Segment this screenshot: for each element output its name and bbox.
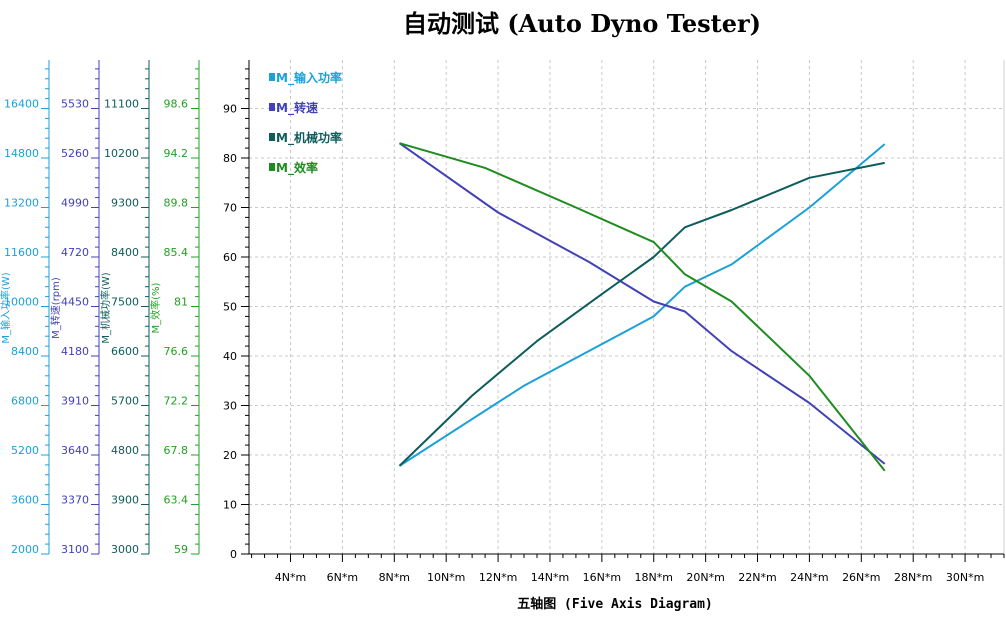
- secondary-y-tick-label: 3900: [111, 494, 139, 507]
- secondary-y-tick-label: 3640: [61, 444, 89, 457]
- x-tick-label: 10N*m: [427, 571, 465, 584]
- series-line: [398, 142, 886, 465]
- x-tick-label: 4N*m: [275, 571, 306, 584]
- y-tick-label: 10: [223, 499, 237, 512]
- legend-label: M_转速: [276, 100, 318, 116]
- y-tick-label: 80: [223, 152, 237, 165]
- y-tick-label: 40: [223, 350, 237, 363]
- secondary-y-tick-label: 11100: [104, 98, 139, 111]
- y-tick-label: 50: [223, 301, 237, 314]
- secondary-y-tick-label: 5260: [61, 147, 89, 160]
- secondary-y-tick-label: 3000: [111, 543, 139, 556]
- secondary-y-tick-label: 4180: [61, 345, 89, 358]
- secondary-y-tick-label: 89.8: [164, 197, 189, 210]
- secondary-y-tick-label: 11600: [4, 246, 39, 259]
- legend-marker: [269, 163, 275, 171]
- legend-label: M_机械功率: [276, 130, 342, 146]
- secondary-y-tick-label: 4450: [61, 296, 89, 309]
- x-tick-label: 26N*m: [842, 571, 880, 584]
- x-tick-label: 14N*m: [531, 571, 569, 584]
- secondary-y-tick-label: 3600: [11, 494, 39, 507]
- secondary-y-tick-label: 98.6: [164, 98, 189, 111]
- x-tick-label: 12N*m: [479, 571, 517, 584]
- secondary-y-tick-label: 85.4: [164, 246, 189, 259]
- secondary-y-tick-label: 4800: [111, 444, 139, 457]
- y-tick-label: 0: [230, 548, 237, 561]
- secondary-y-tick-label: 10200: [104, 147, 139, 160]
- x-tick-label: 8N*m: [379, 571, 410, 584]
- x-tick-label: 28N*m: [894, 571, 932, 584]
- secondary-y-tick-label: 6600: [111, 345, 139, 358]
- secondary-y-tick-label: 9300: [111, 197, 139, 210]
- y-tick-label: 30: [223, 400, 237, 413]
- x-tick-label: 18N*m: [635, 571, 673, 584]
- legend-marker: [269, 73, 275, 81]
- chart-title: 自动测试 (Auto Dyno Tester): [402, 9, 762, 38]
- legend-label: M_效率: [276, 160, 318, 176]
- secondary-y-tick-label: 5530: [61, 98, 89, 111]
- x-axis-label: 五轴图 (Five Axis Diagram): [517, 597, 713, 612]
- series-line: [398, 161, 885, 467]
- y-tick-label: 20: [223, 449, 237, 462]
- series-line: [398, 143, 886, 467]
- secondary-y-axis-title: M_机械功率(W): [99, 272, 112, 343]
- secondary-y-tick-label: 72.2: [164, 395, 189, 408]
- x-tick-label: 24N*m: [790, 571, 828, 584]
- y-tick-label: 70: [223, 202, 237, 215]
- secondary-y-tick-label: 76.6: [164, 345, 189, 358]
- y-tick-label: 90: [223, 103, 237, 116]
- secondary-y-tick-label: 4720: [61, 246, 89, 259]
- x-tick-label: 22N*m: [738, 571, 776, 584]
- secondary-y-tick-label: 63.4: [164, 494, 189, 507]
- x-tick-label: 16N*m: [583, 571, 621, 584]
- secondary-y-tick-label: 3100: [61, 543, 89, 556]
- secondary-y-tick-label: 5200: [11, 444, 39, 457]
- secondary-y-tick-label: 14800: [4, 147, 39, 160]
- secondary-y-tick-label: 5700: [111, 395, 139, 408]
- secondary-y-tick-label: 6800: [11, 395, 39, 408]
- secondary-y-tick-label: 8400: [111, 246, 139, 259]
- x-tick-label: 30N*m: [946, 571, 984, 584]
- secondary-y-tick-label: 59: [174, 543, 188, 556]
- x-tick-label: 6N*m: [327, 571, 358, 584]
- legend-label: M_输入功率: [276, 70, 342, 86]
- y-tick-label: 60: [223, 251, 237, 264]
- secondary-y-tick-label: 16400: [4, 98, 39, 111]
- secondary-y-tick-label: 3370: [61, 494, 89, 507]
- secondary-y-tick-label: 3910: [61, 395, 89, 408]
- x-tick-label: 20N*m: [686, 571, 724, 584]
- secondary-y-tick-label: 4990: [61, 197, 89, 210]
- legend-marker: [269, 133, 275, 141]
- secondary-y-tick-label: 81: [174, 296, 188, 309]
- secondary-y-tick-label: 94.2: [164, 147, 189, 160]
- secondary-y-tick-label: 8400: [11, 345, 39, 358]
- legend-marker: [269, 103, 275, 111]
- secondary-y-tick-label: 2000: [11, 543, 39, 556]
- secondary-y-axis-title: M_输入功率(W): [0, 272, 12, 343]
- secondary-y-axis-title: M_转速(rpm): [49, 277, 62, 339]
- secondary-y-axis-title: M_效率(%): [149, 282, 162, 333]
- secondary-y-tick-label: 13200: [4, 197, 39, 210]
- secondary-y-tick-label: 7500: [111, 296, 139, 309]
- series-line: [399, 142, 886, 472]
- secondary-y-tick-label: 10000: [4, 296, 39, 309]
- secondary-y-tick-label: 67.8: [164, 444, 189, 457]
